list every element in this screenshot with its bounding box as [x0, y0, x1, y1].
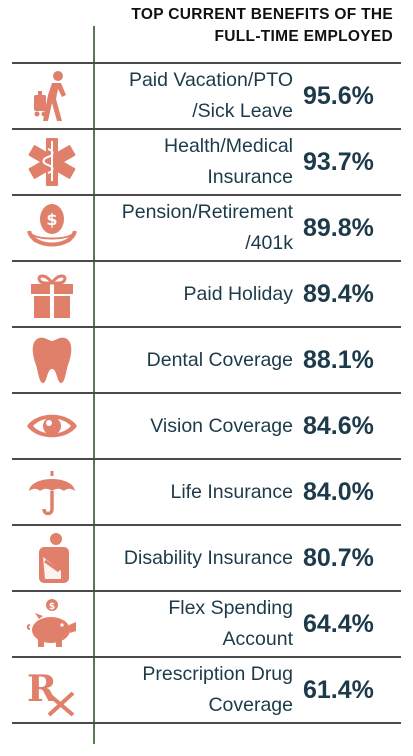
benefit-label: Pension/Retirement /401k	[121, 201, 293, 254]
benefit-label: Life Insurance	[170, 480, 294, 503]
benefit-percent: 89.8%	[303, 213, 374, 242]
svg-text:R: R	[27, 668, 58, 710]
chart-title: TOP CURRENT BENEFITS OF THE FULL-TIME EM…	[63, 4, 393, 48]
benefit-label: Disability Insurance	[123, 546, 293, 569]
benefit-percent: 89.4%	[303, 279, 374, 308]
money-nest-egg-icon: $	[12, 196, 92, 260]
table-row: Disability Insurance 80.7%	[12, 524, 401, 590]
table-row: Life Insurance 84.0%	[12, 458, 401, 524]
umbrella-icon	[12, 460, 92, 524]
benefit-label: Flex Spending Account	[168, 597, 293, 650]
benefit-percent: 64.4%	[303, 609, 374, 638]
benefits-table: Paid Vacation/PTO /Sick Leave 95.6% Health…	[12, 62, 401, 724]
table-row: Paid Vacation/PTO /Sick Leave 95.6%	[12, 62, 401, 128]
benefit-percent: 84.0%	[303, 477, 374, 506]
benefit-label: Health/Medical Insurance	[164, 135, 293, 188]
table-row: R Prescription Drug Coverage 61.4%	[12, 656, 401, 724]
svg-text:$: $	[49, 602, 55, 612]
benefit-percent: 88.1%	[303, 345, 374, 374]
table-row: $ Pension/Retirement /401k 89.8%	[12, 194, 401, 260]
svg-text:$: $	[46, 210, 57, 229]
benefit-percent: 84.6%	[303, 411, 374, 440]
benefit-label: Dental Coverage	[146, 348, 293, 371]
prescription-rx-icon: R	[12, 658, 92, 722]
injured-person-icon	[12, 526, 92, 590]
benefit-percent: 61.4%	[303, 675, 374, 704]
benefit-percent: 95.6%	[303, 81, 374, 110]
table-row: Dental Coverage 88.1%	[12, 326, 401, 392]
table-row: Paid Holiday 89.4%	[12, 260, 401, 326]
title-line-2: FULL-TIME EMPLOYED	[214, 28, 393, 45]
benefit-label: Paid Holiday	[183, 282, 293, 305]
medical-star-icon	[12, 130, 92, 194]
table-row: Health/Medical Insurance 93.7%	[12, 128, 401, 194]
benefit-label: Vision Coverage	[150, 414, 293, 437]
table-row: $ Flex Spending Account 64.4%	[12, 590, 401, 656]
title-line-1: TOP CURRENT BENEFITS OF THE	[131, 6, 393, 23]
benefit-label: Paid Vacation/PTO /Sick Leave	[128, 69, 293, 122]
benefit-percent: 80.7%	[303, 543, 374, 572]
table-row: Vision Coverage 84.6%	[12, 392, 401, 458]
benefit-label: Prescription Drug Coverage	[142, 663, 293, 716]
column-divider	[93, 26, 95, 744]
piggy-bank-icon: $	[12, 592, 92, 656]
gift-icon	[12, 262, 92, 326]
benefit-percent: 93.7%	[303, 147, 374, 176]
traveler-icon	[12, 64, 92, 128]
tooth-icon	[12, 328, 92, 392]
eye-icon	[12, 394, 92, 458]
